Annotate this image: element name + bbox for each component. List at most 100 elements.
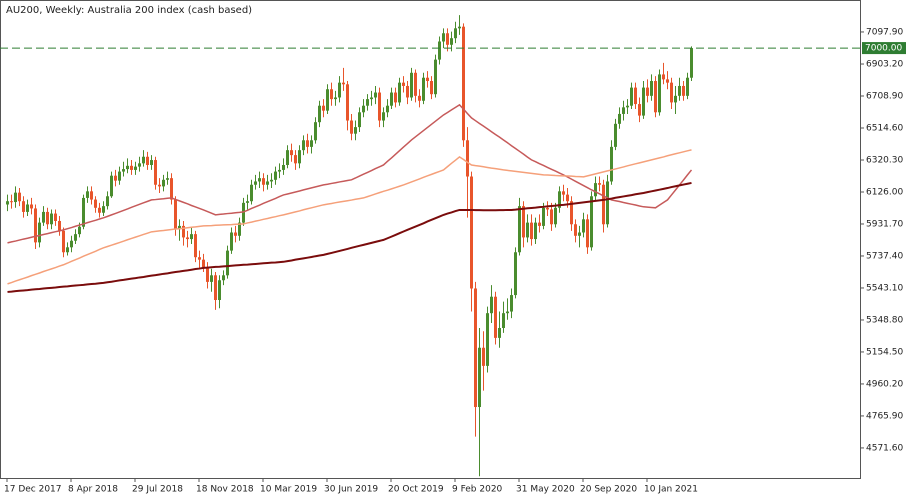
candle-body bbox=[238, 222, 241, 236]
candle-body bbox=[642, 87, 645, 116]
candle-body bbox=[202, 259, 205, 268]
candle-body bbox=[250, 184, 253, 202]
candle-body bbox=[638, 104, 641, 116]
candle-body bbox=[654, 81, 657, 113]
candle-body bbox=[554, 207, 557, 225]
candle-body bbox=[122, 169, 125, 172]
candle-body bbox=[494, 296, 497, 338]
candle-body bbox=[534, 222, 537, 240]
plot-frame bbox=[0, 0, 861, 479]
candle-body bbox=[566, 194, 569, 202]
y-tick-label: 4960.20 bbox=[866, 379, 903, 389]
candle-body bbox=[26, 204, 29, 212]
candle-body bbox=[506, 311, 509, 314]
candle-body bbox=[94, 199, 97, 208]
candle-body bbox=[214, 275, 217, 301]
candle-body bbox=[70, 240, 73, 248]
y-tick-label: 5154.50 bbox=[866, 347, 903, 357]
candle-body bbox=[526, 222, 529, 238]
candle-body bbox=[326, 89, 329, 111]
y-tick-label: 5737.40 bbox=[866, 251, 903, 261]
candle-body bbox=[610, 146, 613, 182]
candle-body bbox=[170, 178, 173, 200]
candle-body bbox=[234, 232, 237, 236]
candle-body bbox=[226, 250, 229, 276]
candle-body bbox=[338, 82, 341, 98]
y-tick-label: 6320.30 bbox=[866, 155, 903, 165]
candle-body bbox=[510, 295, 513, 312]
candle-body bbox=[198, 257, 201, 260]
y-tick-label: 5931.70 bbox=[866, 219, 903, 229]
candle-body bbox=[418, 95, 421, 101]
candle-body bbox=[34, 208, 37, 243]
y-tick-label: 6514.60 bbox=[866, 124, 903, 134]
candle-body bbox=[230, 232, 233, 251]
candle-body bbox=[278, 169, 281, 172]
candle-body bbox=[410, 72, 413, 98]
candle-body bbox=[606, 181, 609, 225]
candle-body bbox=[450, 38, 453, 45]
candle-body bbox=[682, 85, 685, 96]
candle-body bbox=[622, 107, 625, 114]
candle-body bbox=[286, 150, 289, 165]
candle-body bbox=[314, 122, 317, 141]
chart-title: AU200, Weekly: Australia 200 index (cash… bbox=[6, 5, 252, 16]
last-price-box bbox=[862, 42, 906, 55]
candle-body bbox=[106, 196, 109, 207]
candle-body bbox=[206, 267, 209, 282]
candle-body bbox=[426, 77, 429, 82]
candle-body bbox=[46, 211, 49, 225]
candle-body bbox=[118, 171, 121, 181]
candle-body bbox=[646, 87, 649, 96]
candle-body bbox=[434, 59, 437, 95]
candle-body bbox=[490, 296, 493, 314]
candle-body bbox=[154, 160, 157, 185]
candle-body bbox=[282, 164, 285, 170]
candle-body bbox=[442, 33, 445, 42]
candle-body bbox=[310, 140, 313, 147]
y-tick-label: 5348.80 bbox=[866, 315, 903, 325]
moving-average bbox=[7, 181, 692, 293]
y-tick-label: 4765.90 bbox=[866, 411, 903, 421]
x-tick-label: 8 Apr 2018 bbox=[68, 485, 118, 495]
candle-body bbox=[318, 105, 321, 123]
candle-body bbox=[78, 226, 81, 235]
candle-body bbox=[174, 199, 177, 230]
candle-body bbox=[662, 74, 665, 80]
candle-body bbox=[634, 87, 637, 105]
candle-body bbox=[670, 82, 673, 103]
candle-body bbox=[342, 82, 345, 85]
candle-body bbox=[190, 234, 193, 240]
candle-body bbox=[466, 140, 469, 177]
candle-body bbox=[402, 82, 405, 86]
candle-body bbox=[262, 178, 265, 185]
candle-body bbox=[354, 127, 357, 134]
y-tick-label: 6708.90 bbox=[866, 92, 903, 102]
candle-body bbox=[66, 247, 69, 253]
candle-body bbox=[54, 213, 57, 221]
candle-body bbox=[690, 48, 693, 78]
candle-body bbox=[658, 74, 661, 113]
candle-body bbox=[138, 163, 141, 167]
candle-body bbox=[274, 171, 277, 180]
candle-body bbox=[430, 81, 433, 95]
candle-body bbox=[498, 327, 501, 338]
candle-body bbox=[558, 191, 561, 208]
candle-body bbox=[586, 219, 589, 248]
candle-body bbox=[382, 112, 385, 121]
candle-body bbox=[146, 156, 149, 165]
candle-body bbox=[462, 26, 465, 141]
x-tick-label: 9 Feb 2020 bbox=[452, 485, 503, 495]
candle-body bbox=[370, 97, 373, 100]
candle-body bbox=[594, 183, 597, 197]
y-tick-label: 6903.20 bbox=[866, 60, 903, 70]
candle-body bbox=[542, 207, 545, 226]
y-tick-label: 5543.10 bbox=[866, 283, 903, 293]
candle-body bbox=[222, 275, 225, 281]
candle-body bbox=[50, 213, 53, 225]
candle-body bbox=[306, 140, 309, 147]
candle-body bbox=[186, 237, 189, 240]
candle-body bbox=[18, 192, 21, 202]
